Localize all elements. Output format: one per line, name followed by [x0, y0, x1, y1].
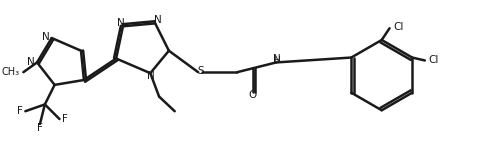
Text: N: N: [117, 18, 125, 28]
Text: N: N: [154, 15, 162, 25]
Text: N: N: [43, 32, 50, 42]
Text: Cl: Cl: [429, 56, 439, 65]
Text: S: S: [197, 66, 204, 76]
Text: CH₃: CH₃: [1, 67, 19, 77]
Text: N: N: [147, 71, 155, 81]
Text: F: F: [62, 114, 68, 124]
Text: F: F: [16, 106, 22, 116]
Text: F: F: [37, 123, 43, 133]
Text: O: O: [249, 90, 257, 100]
Text: N: N: [273, 53, 281, 64]
Text: N: N: [27, 57, 35, 67]
Text: H: H: [273, 56, 280, 65]
Text: Cl: Cl: [394, 22, 404, 32]
